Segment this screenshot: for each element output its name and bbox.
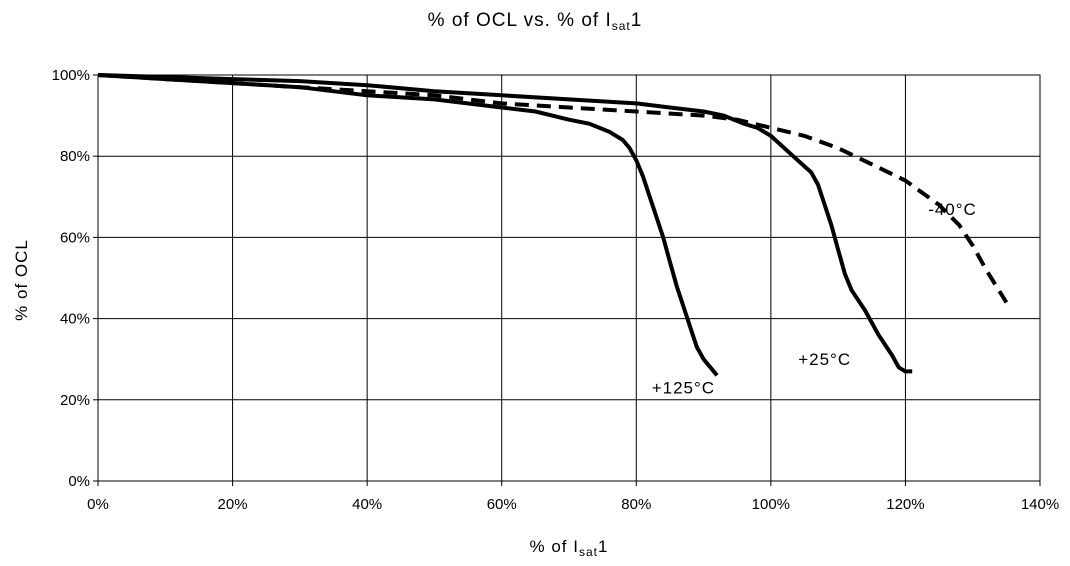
x-tick-label: 0% [87,496,109,513]
series-line-plus-25-c [97,73,913,374]
y-tick-label: 60% [60,229,90,246]
y-tick-label: 20% [60,392,90,409]
x-tick-label: 40% [352,496,382,513]
curve-label: -40°C [928,200,977,219]
x-tick-label: 100% [752,496,790,513]
curve-label: +125°C [652,379,715,398]
y-tick-label: 0% [68,473,90,490]
x-tick-label: 20% [218,496,248,513]
series-line-plus-125-c [97,73,719,377]
y-tick-label: 100% [52,67,90,84]
x-tick-label: 140% [1021,496,1059,513]
y-axis-label: % of OCL [12,239,31,321]
curve-label: +25°C [798,350,851,369]
series-line-minus-40-c [97,73,1009,304]
x-tick-label: 60% [487,496,517,513]
plot-area-border [97,74,1041,482]
y-tick-label: 80% [60,148,90,165]
x-tick-label: 80% [621,496,651,513]
x-axis-label: % of Isat1 [529,537,609,559]
y-tick-label: 40% [60,311,90,328]
chart-title: % of OCL vs. % of Isat1 [427,10,643,33]
x-tick-label: 120% [886,496,924,513]
